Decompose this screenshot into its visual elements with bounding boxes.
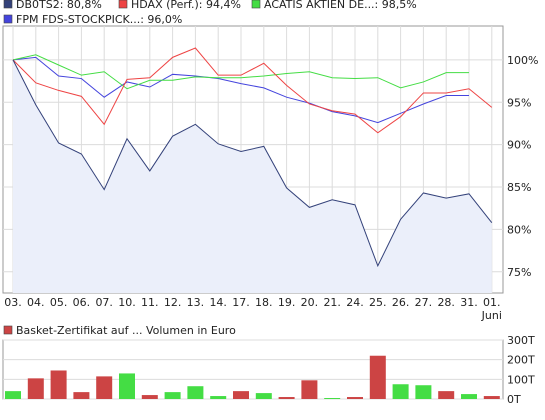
volume-chart-panel: 0T 100T 200T 300T: [2, 334, 535, 406]
y-tick-label: 100T: [507, 373, 535, 386]
legend-swatch: [118, 0, 128, 9]
x-axis: 03. 04. 05. 06. 07. 10. 11. 12. 13. 14. 17. 18. 19. 2…: [4, 296, 502, 322]
legend-label: DB0TS2: 80,8%: [16, 0, 102, 11]
volume-bar: [50, 370, 67, 399]
y-tick-label: 200T: [507, 354, 535, 367]
series-area-fill: [13, 59, 492, 294]
volume-bar: [187, 386, 204, 399]
series-line: [12, 59, 493, 268]
legend-swatch: [251, 0, 261, 9]
x-tick-label: 19.: [278, 296, 296, 309]
volume-bars: [5, 355, 500, 399]
x-tick-label: 12.: [164, 296, 182, 309]
x-tick-label: 17.: [232, 296, 250, 309]
volume-bar: [369, 355, 386, 399]
y-tick-label: 75%: [507, 266, 531, 279]
volume-y-axis: 0T 100T 200T 300T: [507, 334, 535, 406]
x-tick-label: 20.: [301, 296, 319, 309]
volume-bar: [461, 394, 477, 399]
y-tick-label: 0T: [507, 393, 521, 406]
x-tick-label: 05.: [50, 296, 68, 309]
x-tick-label: 27.: [415, 296, 433, 309]
volume-bar: [278, 397, 295, 399]
legend-swatch: [3, 14, 13, 24]
volume-bar: [233, 391, 249, 399]
volume-bar: [27, 378, 44, 399]
volume-bar: [301, 380, 318, 399]
x-tick-label: 13.: [187, 296, 205, 309]
x-tick-label: 07.: [95, 296, 113, 309]
x-tick-label: 10.: [118, 296, 136, 309]
volume-bar: [415, 385, 432, 399]
series-line: [12, 47, 493, 134]
volume-bar: [141, 395, 158, 399]
y-tick-label: 80%: [507, 223, 531, 236]
main-chart-panel: 75% 80% 85% 90% 95% 100% 03. 04. 05. 06. 07. 10. 11…: [2, 25, 538, 322]
volume-bar: [210, 396, 227, 399]
volume-bar: [164, 392, 181, 399]
legend-volume: Basket-Zertifikat auf ... Volumen in Eur…: [3, 324, 236, 337]
main-y-axis: 75% 80% 85% 90% 95% 100%: [507, 54, 538, 279]
x-tick-label: 26.: [392, 296, 410, 309]
y-tick-label: 95%: [507, 96, 531, 109]
series-line: [12, 54, 469, 90]
volume-bar: [73, 392, 90, 399]
y-tick-label: 90%: [507, 139, 531, 152]
legend-swatch: [3, 0, 13, 9]
x-tick-label: 28.: [437, 296, 455, 309]
y-tick-label: 85%: [507, 181, 531, 194]
volume-bar: [119, 373, 135, 399]
volume-bar: [347, 397, 363, 399]
x-tick-sublabel: Juni: [481, 309, 502, 322]
x-tick-label: 11.: [141, 296, 159, 309]
volume-bar: [255, 393, 272, 399]
legend-label: HDAX (Perf.): 94,4%: [131, 0, 241, 11]
x-tick-label: 03.: [4, 296, 22, 309]
x-tick-label: 31.: [460, 296, 478, 309]
x-tick-label: 04.: [27, 296, 45, 309]
x-tick-label: 01.: [483, 296, 501, 309]
x-tick-label: 14.: [209, 296, 227, 309]
volume-bar: [438, 391, 455, 399]
legend-label: ACATIS AKTIEN DE...: 98,5%: [264, 0, 417, 11]
main-series: [12, 47, 493, 294]
x-tick-label: 21.: [323, 296, 341, 309]
x-tick-label: 06.: [73, 296, 91, 309]
volume-bar: [96, 376, 113, 399]
x-tick-label: 25.: [369, 296, 387, 309]
volume-bar: [392, 384, 409, 399]
legend-label: FPM FDS-STOCKPICK...: 96,0%: [16, 13, 182, 26]
legend-swatch: [3, 325, 13, 335]
series-line: [12, 56, 469, 124]
volume-bar: [324, 398, 341, 399]
legend-main: DB0TS2: 80,8% HDAX (Perf.): 94,4% ACATIS A…: [3, 0, 417, 26]
x-tick-label: 18.: [255, 296, 273, 309]
volume-bar: [5, 391, 21, 399]
y-tick-label: 100%: [507, 54, 538, 67]
y-tick-label: 300T: [507, 334, 535, 347]
x-tick-label: 24.: [346, 296, 364, 309]
volume-bar: [483, 396, 500, 399]
legend-label: Basket-Zertifikat auf ... Volumen in Eur…: [16, 324, 236, 337]
